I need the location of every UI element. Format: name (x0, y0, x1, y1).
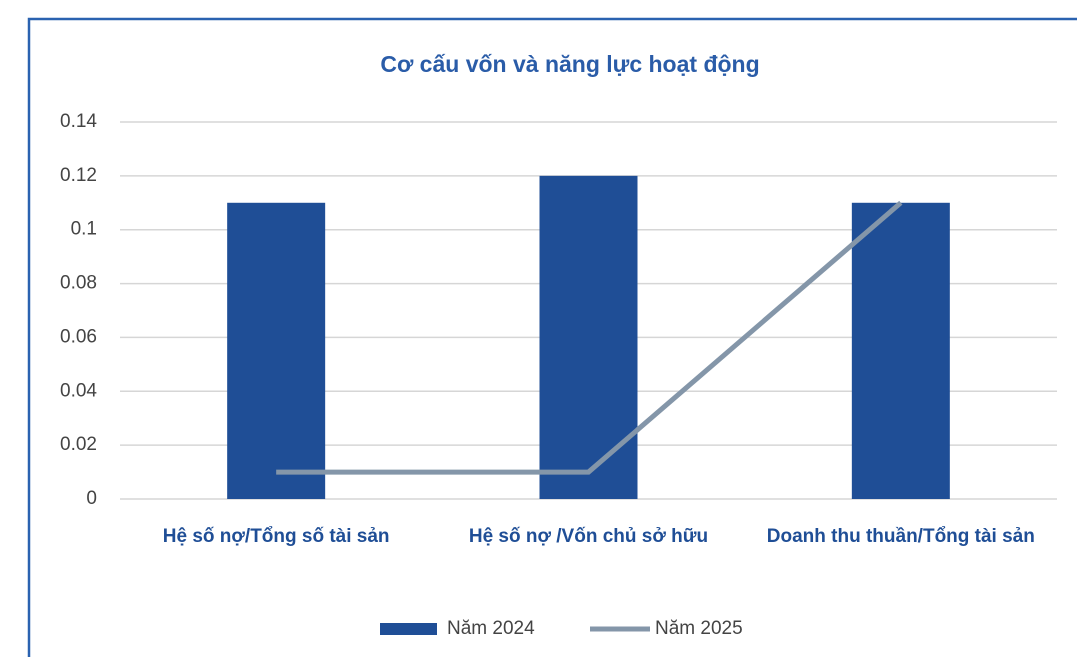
x-tick-label: Hệ số nợ /Vốn chủ sở hữu (468, 526, 709, 547)
frame (27, 17, 1077, 657)
y-tick-label: 0.14 (60, 111, 97, 132)
chart-title: Cơ cấu vốn và năng lực hoạt động (380, 51, 759, 77)
bar (851, 202, 950, 500)
x-tick-label: Hệ số nợ/Tổng số tài sản (162, 526, 390, 547)
y-tick-label: 0.12 (60, 165, 97, 186)
legend-label: Năm 2025 (655, 618, 743, 639)
y-tick-label: 0.08 (60, 273, 97, 294)
legend-swatch (380, 623, 437, 635)
y-tick-label: 0.1 (71, 219, 97, 240)
x-tick-label: Doanh thu thuần/Tổng tài sản (766, 526, 1035, 547)
legend-label: Năm 2024 (447, 618, 535, 639)
y-tick-label: 0.06 (60, 326, 97, 347)
bar (227, 202, 326, 500)
y-tick-label: 0 (86, 488, 97, 509)
line (276, 200, 903, 475)
bar (539, 175, 638, 499)
y-tick-label: 0.04 (60, 380, 97, 401)
y-tick-label: 0.02 (60, 434, 97, 455)
